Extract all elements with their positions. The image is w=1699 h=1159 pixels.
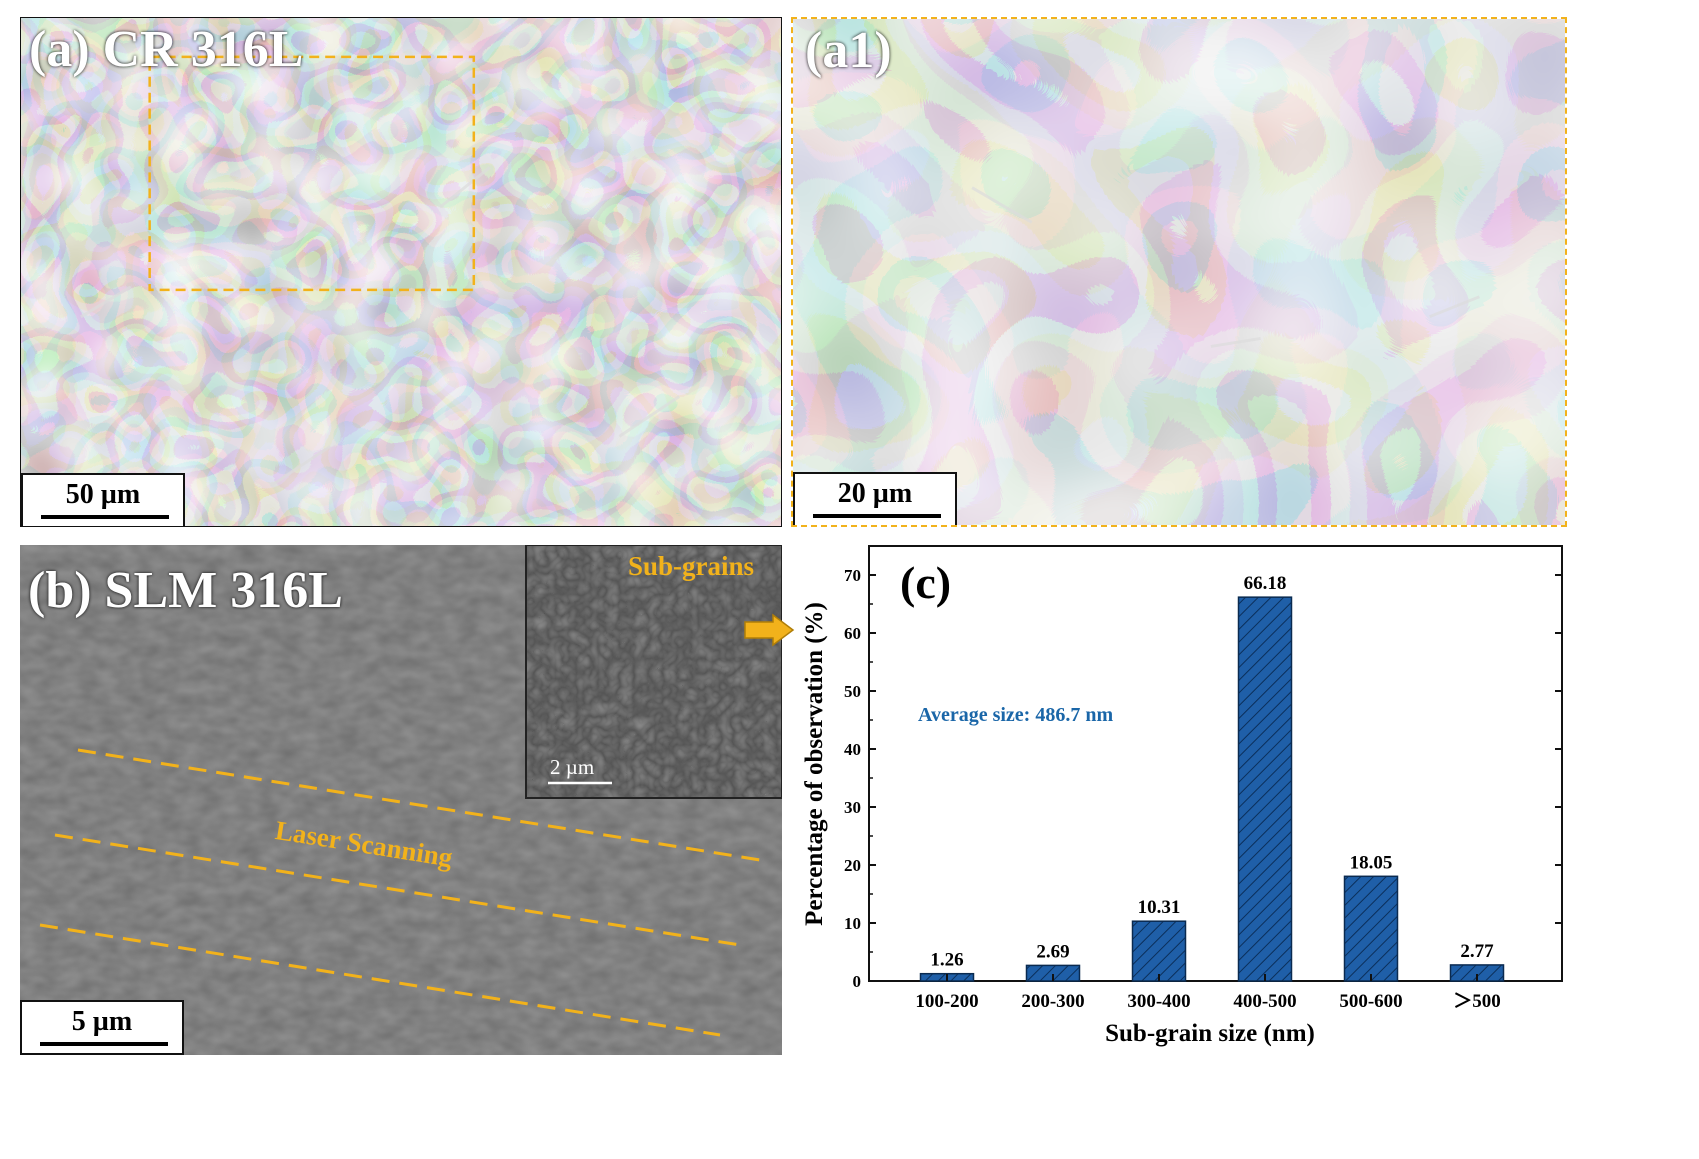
scale-bar-b-line bbox=[40, 1042, 168, 1046]
laser-scan-track-lines bbox=[39, 748, 761, 1037]
panel-a-label: (a) CR 316L bbox=[29, 21, 304, 78]
y-tick-label: 10 bbox=[844, 914, 861, 933]
bar-value-label: 1.26 bbox=[930, 950, 963, 971]
scale-bar-a1-line bbox=[813, 514, 941, 518]
sub-grain-inset bbox=[525, 545, 782, 799]
arrow-icon bbox=[744, 613, 795, 647]
inset-sub-grains-label: Sub-grains bbox=[628, 551, 755, 581]
x-category-label: 500-600 bbox=[1339, 991, 1402, 1012]
bar-value-label: 18.05 bbox=[1350, 852, 1393, 873]
y-tick-label: 70 bbox=[844, 566, 861, 585]
y-tick-label: 50 bbox=[844, 682, 861, 701]
panel-c-label: (c) bbox=[900, 557, 951, 608]
scale-bar-a1-label: 20 µm bbox=[837, 478, 913, 509]
panel-b-micrograph: (b) SLM 316L Sub-grains 2 µm Laser Scann… bbox=[20, 545, 782, 1055]
bar-400-500 bbox=[1237, 596, 1293, 982]
panel-a1-label: (a1) bbox=[805, 22, 892, 79]
panel-a1-micrograph: (a1) 20 µm bbox=[791, 17, 1567, 527]
scale-bar-b-label: 5 µm bbox=[71, 1006, 133, 1037]
x-category-label: 300-400 bbox=[1127, 991, 1190, 1012]
y-tick-label: 40 bbox=[844, 740, 861, 759]
y-tick-label: 0 bbox=[853, 972, 862, 991]
scale-bar-a: 50 µm bbox=[21, 473, 185, 526]
panel-b-label: (b) SLM 316L bbox=[28, 562, 343, 619]
scale-bar-b: 5 µm bbox=[20, 1000, 184, 1055]
x-axis-label: Sub-grain size (nm) bbox=[1105, 1020, 1315, 1047]
scale-bar-a-line bbox=[41, 515, 169, 519]
cellular-structure-image-b bbox=[20, 545, 782, 1055]
bar-value-label: 2.77 bbox=[1460, 941, 1494, 962]
sub-grain-size-bar-chart: 0 10 20 30 40 50 60 70 1.26 100-200 2.69 200-300 10… bbox=[801, 545, 1563, 1047]
plot-area-frame bbox=[868, 545, 1563, 982]
bar-300-400 bbox=[1131, 920, 1187, 982]
grain-structure-image-a1 bbox=[793, 19, 1565, 525]
y-tick-label: 30 bbox=[844, 798, 861, 817]
zoom-region-box bbox=[148, 55, 476, 292]
x-category-label: 200-300 bbox=[1021, 991, 1084, 1012]
average-size-annotation: Average size: 486.7 nm bbox=[918, 704, 1113, 726]
inset-scale-label: 2 µm bbox=[550, 755, 595, 779]
y-tick-label: 20 bbox=[844, 856, 861, 875]
bar-500-600 bbox=[1343, 875, 1399, 982]
y-axis-label: Percentage of observation (%) bbox=[801, 602, 828, 926]
panel-a-micrograph: (a) CR 316L 50 µm bbox=[20, 17, 782, 527]
scale-bar-a-label: 50 µm bbox=[65, 479, 141, 510]
scale-bar-a1: 20 µm bbox=[793, 472, 957, 525]
x-category-label: 100-200 bbox=[915, 991, 978, 1012]
x-category-label: ＞500 bbox=[1453, 991, 1501, 1012]
bar-value-label: 2.69 bbox=[1036, 941, 1069, 962]
grain-structure-image-a bbox=[21, 18, 781, 526]
y-tick-label: 60 bbox=[844, 624, 861, 643]
bar-value-label: 66.18 bbox=[1244, 573, 1287, 594]
x-category-label: 400-500 bbox=[1233, 991, 1296, 1012]
bar-value-label: 10.31 bbox=[1138, 897, 1181, 918]
